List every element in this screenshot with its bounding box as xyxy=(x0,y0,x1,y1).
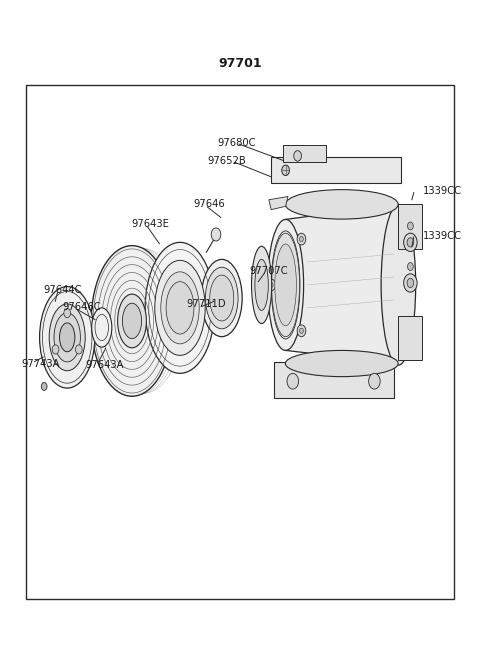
Text: 97646C: 97646C xyxy=(62,301,101,312)
Ellipse shape xyxy=(252,246,272,324)
Circle shape xyxy=(41,383,47,390)
Text: 97643A: 97643A xyxy=(85,360,124,371)
Circle shape xyxy=(404,274,417,292)
Circle shape xyxy=(287,373,299,389)
Text: 97643E: 97643E xyxy=(131,219,169,229)
Ellipse shape xyxy=(285,350,398,377)
Ellipse shape xyxy=(122,303,142,339)
Circle shape xyxy=(269,282,273,288)
Ellipse shape xyxy=(272,233,300,337)
Ellipse shape xyxy=(49,304,85,371)
Circle shape xyxy=(408,222,413,230)
Ellipse shape xyxy=(381,204,416,365)
Text: 97711D: 97711D xyxy=(186,299,226,309)
Text: 1339CC: 1339CC xyxy=(423,186,462,196)
Ellipse shape xyxy=(118,294,146,348)
Ellipse shape xyxy=(210,275,234,321)
Polygon shape xyxy=(274,362,394,398)
Ellipse shape xyxy=(155,260,205,355)
Circle shape xyxy=(267,279,276,291)
Circle shape xyxy=(300,236,303,242)
Ellipse shape xyxy=(267,219,303,350)
Text: 97652B: 97652B xyxy=(207,156,246,166)
Circle shape xyxy=(408,263,413,271)
Text: 1339CC: 1339CC xyxy=(423,231,462,241)
Ellipse shape xyxy=(275,244,296,326)
Circle shape xyxy=(300,328,303,333)
Circle shape xyxy=(407,238,414,247)
Text: 97646: 97646 xyxy=(193,199,225,210)
Ellipse shape xyxy=(255,259,268,310)
Circle shape xyxy=(294,151,301,161)
Circle shape xyxy=(52,345,59,354)
Ellipse shape xyxy=(161,272,199,344)
Circle shape xyxy=(405,275,416,291)
Ellipse shape xyxy=(54,313,81,362)
Ellipse shape xyxy=(205,267,238,329)
Ellipse shape xyxy=(92,308,112,347)
Polygon shape xyxy=(286,204,398,364)
Polygon shape xyxy=(26,85,454,599)
Circle shape xyxy=(64,309,71,318)
Ellipse shape xyxy=(285,190,398,219)
Ellipse shape xyxy=(60,323,75,352)
Circle shape xyxy=(407,278,414,288)
Circle shape xyxy=(282,165,289,176)
Text: 97701: 97701 xyxy=(218,57,262,70)
Polygon shape xyxy=(269,196,288,210)
Text: 97707C: 97707C xyxy=(250,266,288,276)
Text: 97680C: 97680C xyxy=(217,138,255,148)
Polygon shape xyxy=(398,316,422,360)
Circle shape xyxy=(75,345,82,354)
Ellipse shape xyxy=(271,231,300,339)
Circle shape xyxy=(369,373,380,389)
Circle shape xyxy=(404,233,417,252)
Ellipse shape xyxy=(39,287,95,388)
Polygon shape xyxy=(271,157,401,183)
Ellipse shape xyxy=(202,259,242,337)
Text: 97743A: 97743A xyxy=(21,359,60,369)
Text: 97644C: 97644C xyxy=(43,284,82,295)
Ellipse shape xyxy=(166,282,194,334)
Ellipse shape xyxy=(91,246,173,396)
Ellipse shape xyxy=(145,242,215,373)
Circle shape xyxy=(211,228,221,241)
Circle shape xyxy=(405,234,416,250)
Polygon shape xyxy=(283,145,326,162)
Polygon shape xyxy=(398,204,422,249)
Circle shape xyxy=(297,325,306,337)
Circle shape xyxy=(297,233,306,245)
